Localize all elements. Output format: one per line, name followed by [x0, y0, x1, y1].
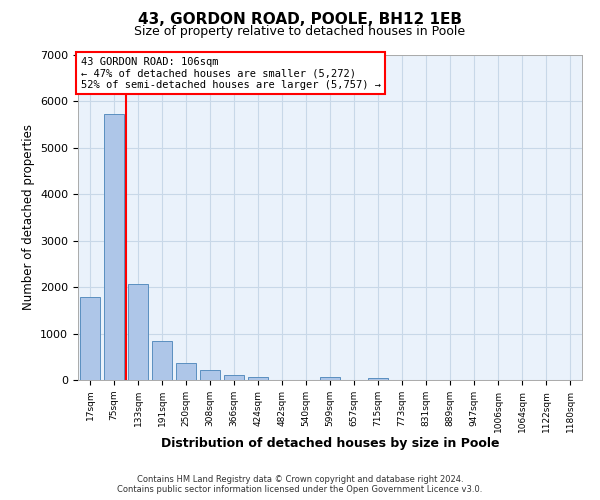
Bar [128, 284, 148, 380]
Bar [104, 114, 124, 380]
Bar [200, 370, 220, 380]
Bar [368, 378, 388, 380]
Bar [152, 342, 172, 380]
Bar [248, 377, 268, 380]
X-axis label: Distribution of detached houses by size in Poole: Distribution of detached houses by size … [161, 438, 499, 450]
Text: 43 GORDON ROAD: 106sqm
← 47% of detached houses are smaller (5,272)
52% of semi-: 43 GORDON ROAD: 106sqm ← 47% of detached… [80, 56, 380, 90]
Text: Contains HM Land Registry data © Crown copyright and database right 2024.
Contai: Contains HM Land Registry data © Crown c… [118, 474, 482, 494]
Y-axis label: Number of detached properties: Number of detached properties [22, 124, 35, 310]
Bar [224, 375, 244, 380]
Text: Size of property relative to detached houses in Poole: Size of property relative to detached ho… [134, 25, 466, 38]
Bar [176, 363, 196, 380]
Text: 43, GORDON ROAD, POOLE, BH12 1EB: 43, GORDON ROAD, POOLE, BH12 1EB [138, 12, 462, 28]
Bar [80, 298, 100, 380]
Bar [320, 377, 340, 380]
